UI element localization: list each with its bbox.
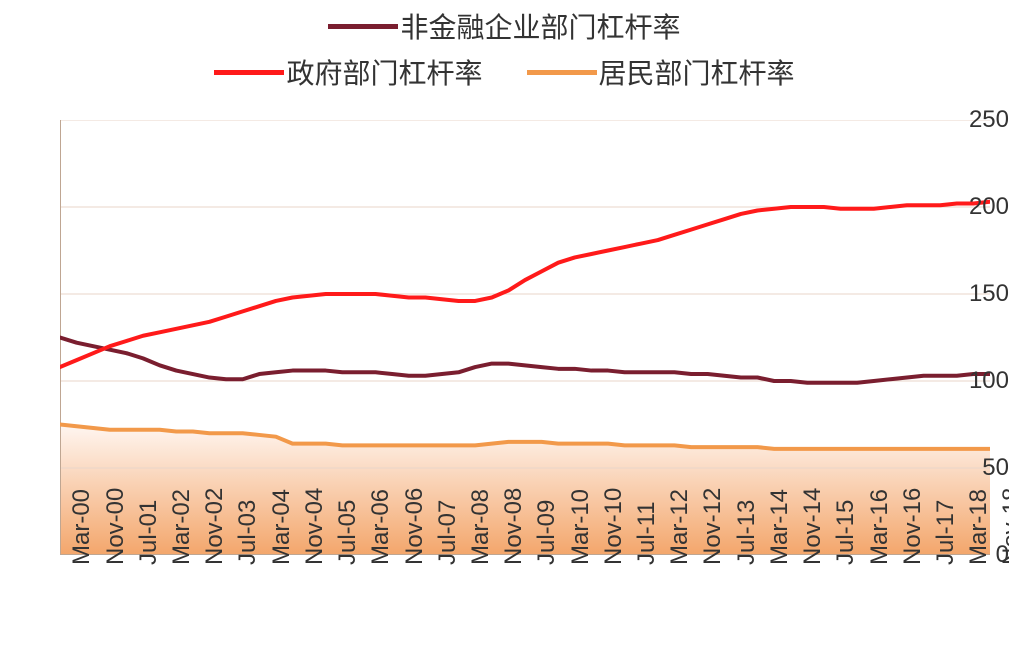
x-tick-label: Jul-11: [633, 501, 661, 565]
x-tick-label: Jul-07: [434, 500, 462, 565]
x-tick-label: Mar-10: [567, 489, 595, 565]
legend-label: 政府部门杠杆率: [286, 52, 482, 92]
x-tick-label: Nov-00: [102, 488, 130, 565]
x-tick-label: Jul-03: [234, 500, 262, 565]
x-tick-label: Jul-01: [135, 500, 163, 565]
x-tick-label: Nov-10: [600, 488, 628, 565]
y-tick-label: 50: [957, 454, 1009, 482]
x-tick-label: Jul-15: [832, 500, 860, 565]
legend-row: 政府部门杠杆率 居民部门杠杆率: [214, 52, 794, 92]
x-tick-label: Nov-16: [899, 488, 927, 565]
legend: 非金融企业部门杠杆率政府部门杠杆率 居民部门杠杆率: [0, 6, 1009, 92]
x-tick-label: Nov-08: [500, 488, 528, 565]
x-tick-label: Mar-18: [965, 489, 993, 565]
x-tick-label: Nov-14: [799, 488, 827, 565]
x-tick-label: Mar-04: [268, 489, 296, 565]
x-tick-label: Mar-12: [666, 489, 694, 565]
x-tick-label: Nov-12: [699, 488, 727, 565]
x-tick-label: Nov-02: [201, 488, 229, 565]
legend-item: 政府部门杠杆率: [214, 52, 482, 92]
x-tick-label: Mar-08: [467, 489, 495, 565]
legend-item: 居民部门杠杆率: [527, 52, 795, 92]
legend-swatch: [328, 24, 398, 29]
x-tick-label: Mar-16: [866, 489, 894, 565]
y-tick-label: 250: [957, 106, 1009, 134]
legend-row: 非金融企业部门杠杆率: [328, 6, 680, 46]
x-tick-label: Jul-05: [334, 500, 362, 565]
x-tick-label: Jul-13: [733, 500, 761, 565]
x-tick-label: Mar-06: [367, 489, 395, 565]
x-tick-label: Nov-18: [998, 488, 1009, 565]
x-tick-label: Jul-09: [533, 500, 561, 565]
legend-label: 非金融企业部门杠杆率: [400, 6, 680, 46]
legend-label: 居民部门杠杆率: [599, 52, 795, 92]
x-tick-label: Nov-04: [301, 488, 329, 565]
legend-item: 非金融企业部门杠杆率: [328, 6, 680, 46]
legend-swatch: [214, 70, 284, 75]
legend-swatch: [527, 70, 597, 75]
x-tick-label: Jul-17: [932, 500, 960, 565]
x-tick-label: Mar-14: [766, 489, 794, 565]
x-tick-label: Mar-02: [168, 489, 196, 565]
y-tick-label: 200: [957, 193, 1009, 221]
y-tick-label: 100: [957, 367, 1009, 395]
y-tick-label: 150: [957, 280, 1009, 308]
chart-container: 非金融企业部门杠杆率政府部门杠杆率居民部门杠杆率 050100150200250…: [0, 0, 1009, 670]
x-tick-label: Nov-06: [401, 488, 429, 565]
x-tick-label: Mar-00: [68, 489, 96, 565]
